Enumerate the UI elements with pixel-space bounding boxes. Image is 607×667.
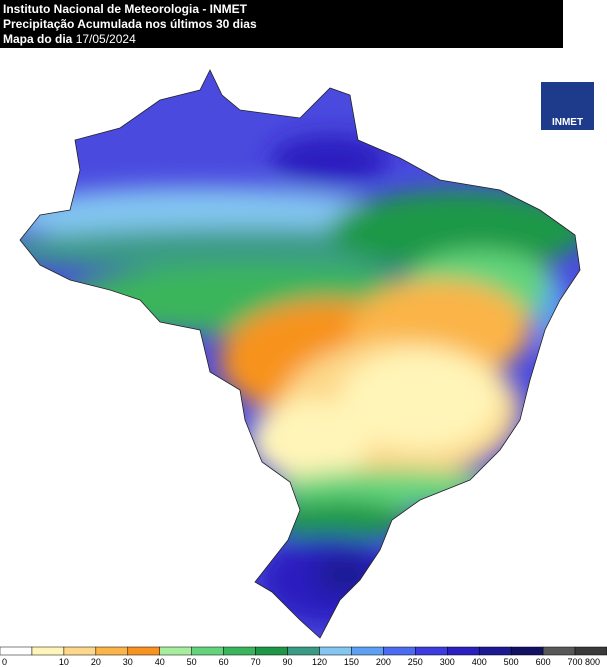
legend-swatch <box>542 646 576 656</box>
legend-swatch <box>319 646 352 656</box>
legend-label: 500 <box>504 657 519 667</box>
legend-label: 20 <box>91 657 101 667</box>
legend-label: 0 <box>2 657 7 667</box>
legend-swatch <box>255 646 288 656</box>
precip-field <box>20 70 580 638</box>
legend-label: 70 <box>251 657 261 667</box>
legend-swatch <box>383 646 416 656</box>
legend-label: 200 <box>376 657 391 667</box>
date: 17/05/2024 <box>75 32 136 46</box>
legend-swatch <box>223 646 256 656</box>
legend-label: 90 <box>283 657 293 667</box>
legend-swatch <box>574 646 607 656</box>
legend-swatch <box>478 646 512 656</box>
legend-label: 50 <box>187 657 197 667</box>
legend-swatch <box>351 646 384 656</box>
legend-swatch <box>0 646 33 656</box>
legend-swatch <box>127 646 160 656</box>
legend-label: 600 <box>536 657 551 667</box>
legend-label: 150 <box>344 657 359 667</box>
header: Instituto Nacional de Meteorologia - INM… <box>0 0 563 48</box>
date-label: Mapa do dia <box>3 32 73 46</box>
legend-label: 800 <box>585 657 600 667</box>
country-border <box>19 69 581 639</box>
legend-swatch <box>415 646 448 656</box>
legend-swatch <box>31 646 65 656</box>
legend-swatch <box>287 646 320 656</box>
legend-label: 700 <box>568 657 583 667</box>
legend-swatch <box>191 646 224 656</box>
legend-label: 10 <box>59 657 69 667</box>
legend-label: 120 <box>312 657 327 667</box>
title: Instituto Nacional de Meteorologia - INM… <box>3 2 248 16</box>
logo-text: INMET <box>551 117 584 128</box>
legend-swatch <box>447 646 480 656</box>
legend-label: 40 <box>155 657 165 667</box>
legend-label: 60 <box>219 657 229 667</box>
legend-swatch <box>63 646 97 656</box>
logo: INMET <box>541 82 594 130</box>
legend-swatch <box>159 646 192 656</box>
legend-label: 300 <box>440 657 455 667</box>
legend-label: 30 <box>123 657 133 667</box>
legend-swatch <box>95 646 129 656</box>
legend-label: 250 <box>408 657 423 667</box>
subtitle: Precipitação Acumulada nos últimos 30 di… <box>3 17 257 31</box>
legend-swatch <box>510 646 544 656</box>
date-line: Mapa do dia 17/05/2024 <box>3 32 563 47</box>
legend-label: 400 <box>472 657 487 667</box>
